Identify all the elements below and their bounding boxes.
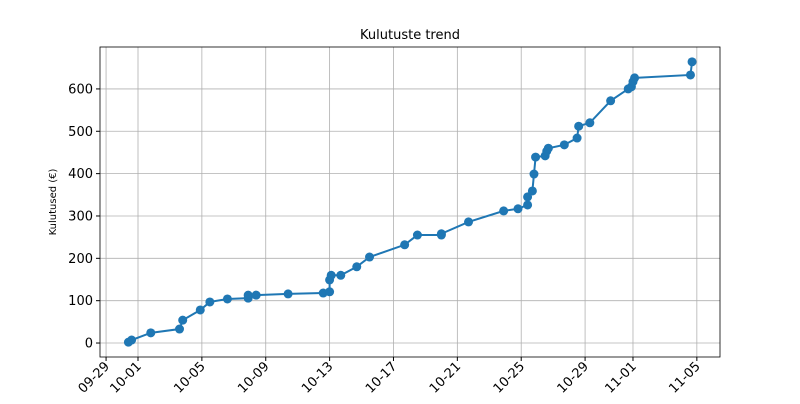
- marker: [400, 240, 410, 250]
- plot-frame: [99, 46, 721, 358]
- y-tick-label: 100: [68, 294, 93, 309]
- marker: [195, 305, 205, 315]
- marker: [513, 204, 523, 214]
- y-axis-label: Kulutused (€): [48, 168, 59, 235]
- marker: [326, 270, 336, 280]
- marker: [205, 297, 215, 307]
- marker: [352, 262, 362, 272]
- marker: [175, 324, 185, 334]
- marker: [574, 121, 584, 131]
- y-tick-label: 400: [68, 167, 93, 182]
- marker: [572, 133, 582, 143]
- marker: [243, 290, 253, 300]
- marker: [436, 229, 446, 239]
- marker: [523, 200, 533, 210]
- marker: [527, 186, 537, 196]
- marker: [606, 96, 616, 106]
- marker: [146, 328, 156, 338]
- y-tick-label: 600: [68, 82, 93, 97]
- y-tick-label: 200: [68, 252, 93, 267]
- marker: [531, 152, 541, 162]
- marker: [412, 230, 422, 240]
- marker: [687, 57, 697, 67]
- chart-title: Kulutuste trend: [360, 28, 460, 43]
- y-tick-label: 300: [68, 209, 93, 224]
- y-tick-label: 500: [68, 125, 93, 140]
- marker: [529, 169, 539, 179]
- marker: [630, 73, 640, 83]
- marker: [585, 118, 595, 128]
- marker: [251, 290, 261, 300]
- marker: [365, 252, 375, 262]
- marker: [178, 315, 188, 325]
- marker: [543, 143, 553, 153]
- marker: [127, 335, 137, 345]
- marker: [336, 270, 346, 280]
- marker: [499, 206, 509, 216]
- y-tick-label: 0: [85, 337, 93, 352]
- marker: [325, 287, 335, 297]
- marker: [464, 217, 474, 227]
- marker: [222, 294, 232, 304]
- marker: [559, 140, 569, 150]
- marker: [283, 289, 293, 299]
- marker: [685, 70, 695, 80]
